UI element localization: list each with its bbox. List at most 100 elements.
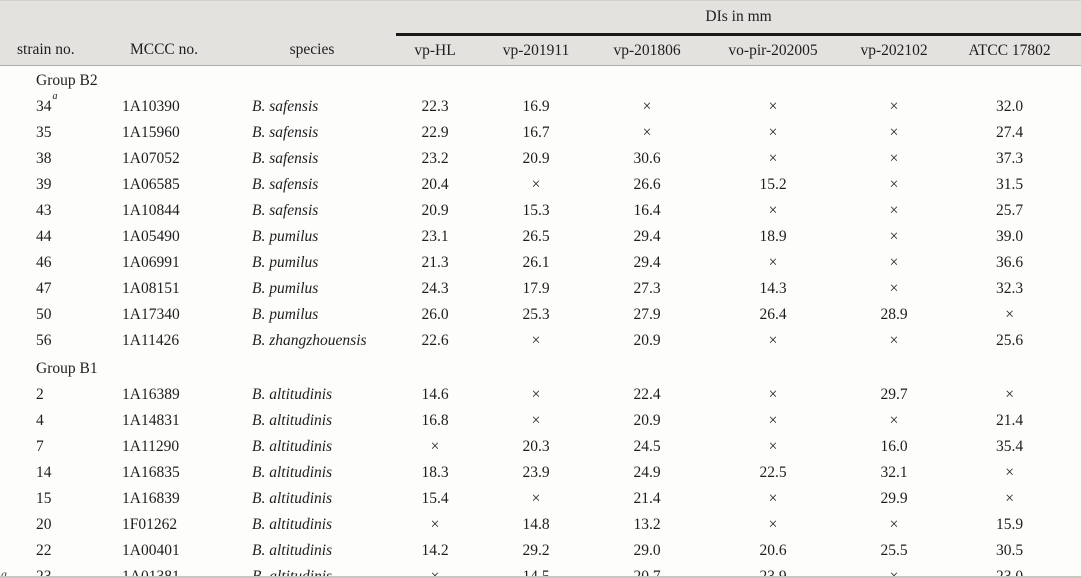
cell-di-value: 32.3	[938, 276, 1081, 302]
table-header: DIs in mm strain no. MCCC no. species vp…	[0, 0, 1081, 66]
cell-di-value: 16.8	[396, 408, 475, 434]
cell-di-value: 23.9	[696, 564, 851, 578]
cell-di-value: 29.7	[850, 382, 939, 408]
cell-di-value: ×	[850, 512, 939, 538]
cell-strain-no: 56	[0, 328, 100, 354]
cell-di-value: 24.9	[598, 460, 697, 486]
cell-strain-no: 14	[0, 460, 100, 486]
cell-di-value: 30.6	[598, 146, 697, 172]
cell-di-value: 24.5	[598, 434, 697, 460]
cell-di-value: 31.5	[938, 172, 1081, 198]
cell-di-value: 15.9	[938, 512, 1081, 538]
cell-di-value: 15.2	[696, 172, 851, 198]
cell-di-value: ×	[938, 486, 1081, 512]
cell-di-value: ×	[474, 172, 599, 198]
cell-strain-no: 44	[0, 224, 100, 250]
cell-di-value: 29.2	[474, 538, 599, 564]
cell-strain-no: 2	[0, 382, 100, 408]
cell-di-value: ×	[598, 94, 697, 120]
cell-di-value: 22.3	[396, 94, 475, 120]
table-row: 47 1A08151 B. pumilus 24.3 17.9 27.3 14.3 × 32.3	[0, 276, 1081, 302]
cell-strain-no: 47	[0, 276, 100, 302]
cell-strain-no: 23	[0, 564, 100, 578]
cell-di-value: ×	[850, 408, 939, 434]
cell-di-value: 14.6	[396, 382, 475, 408]
cell-di-value: ×	[850, 328, 939, 354]
group-label: Group B1	[0, 354, 1081, 382]
cell-species: B. pumilus	[228, 250, 397, 276]
cell-species: B. altitudinis	[228, 486, 397, 512]
cell-mccc-no: 1A17340	[100, 302, 228, 328]
cell-strain-no: 39	[0, 172, 100, 198]
cell-di-value: ×	[696, 146, 851, 172]
cell-mccc-no: 1A07052	[100, 146, 228, 172]
cell-di-value: ×	[696, 486, 851, 512]
cell-di-value: ×	[696, 250, 851, 276]
cell-di-value: ×	[474, 328, 599, 354]
cell-di-value: 20.9	[598, 328, 697, 354]
cell-di-value: 27.9	[598, 302, 697, 328]
cell-mccc-no: 1A11426	[100, 328, 228, 354]
table-row: 38 1A07052 B. safensis 23.2 20.9 30.6 × × 37.3	[0, 146, 1081, 172]
cell-di-value: 20.6	[696, 538, 851, 564]
cell-di-value: 22.4	[598, 382, 697, 408]
cell-di-value: 27.4	[938, 120, 1081, 146]
column-header-species: species	[228, 34, 397, 66]
cell-di-value: 24.3	[396, 276, 475, 302]
group-label: Group B2	[0, 65, 1081, 94]
cell-di-value: 17.9	[474, 276, 599, 302]
cell-mccc-no: 1A00401	[100, 538, 228, 564]
cell-di-value: 23.9	[474, 460, 599, 486]
column-header-mccc-no: MCCC no.	[100, 34, 228, 66]
cell-di-value: ×	[696, 328, 851, 354]
cell-di-value: ×	[850, 172, 939, 198]
cell-di-value: 25.7	[938, 198, 1081, 224]
footnote-marker: a	[1, 567, 7, 578]
cell-di-value: ×	[696, 120, 851, 146]
cell-di-value: ×	[850, 564, 939, 578]
cell-strain-no: 43	[0, 198, 100, 224]
column-header-row: strain no. MCCC no. species vp-HL vp-201…	[0, 34, 1081, 66]
cell-di-value: ×	[850, 224, 939, 250]
cell-di-value: 22.5	[696, 460, 851, 486]
cell-strain-no: 20	[0, 512, 100, 538]
cell-di-value: 26.1	[474, 250, 599, 276]
group-label-row: Group B2	[0, 65, 1081, 94]
cell-di-value: 22.9	[396, 120, 475, 146]
cell-di-value: 39.0	[938, 224, 1081, 250]
cell-di-value: ×	[938, 382, 1081, 408]
cell-strain-no: 50	[0, 302, 100, 328]
cell-species: B. altitudinis	[228, 460, 397, 486]
cell-mccc-no: 1A16389	[100, 382, 228, 408]
cell-mccc-no: 1A05490	[100, 224, 228, 250]
cell-di-value: 29.4	[598, 224, 697, 250]
cell-mccc-no: 1A15960	[100, 120, 228, 146]
table-row: 4 1A14831 B. altitudinis 16.8 × 20.9 × × 21.4	[0, 408, 1081, 434]
cell-di-value: ×	[396, 564, 475, 578]
cell-mccc-no: 1A14831	[100, 408, 228, 434]
cell-mccc-no: 1A06991	[100, 250, 228, 276]
cell-species: B. altitudinis	[228, 538, 397, 564]
cell-mccc-no: 1A08151	[100, 276, 228, 302]
cell-di-value: 29.9	[850, 486, 939, 512]
cell-species: B. altitudinis	[228, 564, 397, 578]
table-row: 14 1A16835 B. altitudinis 18.3 23.9 24.9 22.5 3…	[0, 460, 1081, 486]
cell-strain-no: 22	[0, 538, 100, 564]
column-header-vo-pir-202005: vo-pir-202005	[696, 34, 851, 66]
cell-di-value: ×	[696, 408, 851, 434]
cell-di-value: ×	[850, 250, 939, 276]
cell-di-value: 13.2	[598, 512, 697, 538]
cell-di-value: ×	[850, 120, 939, 146]
cell-species: B. safensis	[228, 146, 397, 172]
cell-di-value: ×	[598, 120, 697, 146]
cell-di-value: 29.4	[598, 250, 697, 276]
cell-strain-no: 4	[0, 408, 100, 434]
span-header-row: DIs in mm	[0, 0, 1081, 36]
cell-di-value: ×	[474, 408, 599, 434]
cell-di-value: 26.0	[396, 302, 475, 328]
cell-di-value: 14.8	[474, 512, 599, 538]
cell-di-value: 14.3	[696, 276, 851, 302]
span-header-spacer	[0, 0, 397, 35]
cell-di-value: 23.0	[938, 564, 1081, 578]
